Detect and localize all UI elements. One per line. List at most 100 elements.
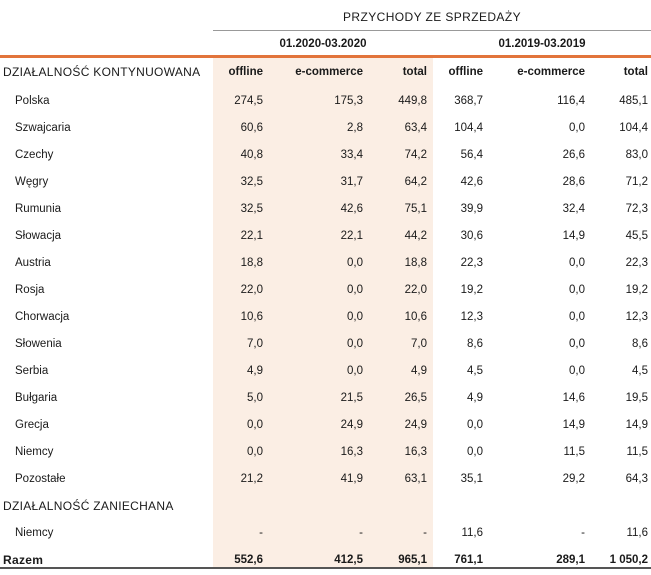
cell-total-2019: 72,3	[625, 203, 648, 215]
cell-offline-2019: 761,1	[454, 554, 483, 566]
cell-offline-2019: 22,3	[460, 257, 483, 269]
cell-total-2020: 4,9	[411, 365, 427, 377]
table-row: Niemcy - - - 11,6 - 11,6	[0, 520, 651, 547]
row-label: Austria	[15, 257, 51, 269]
table-row: Bułgaria 5,0 21,5 26,5 4,9 14,6 19,5	[0, 385, 651, 412]
table-row: Szwajcaria 60,6 2,8 63,4 104,4 0,0 104,4	[0, 115, 651, 142]
cell-total-2020: 16,3	[404, 446, 427, 458]
row-label: Szwajcaria	[15, 122, 71, 134]
cell-ecommerce-2020: -	[359, 527, 363, 539]
cell-total-2020: 63,1	[404, 473, 427, 485]
row-label: Niemcy	[15, 527, 54, 539]
cell-ecommerce-2019: 0,0	[569, 122, 585, 134]
cell-total-2019: 64,3	[625, 473, 648, 485]
cell-total-2020: 449,8	[398, 95, 427, 107]
row-label: Węgry	[15, 176, 49, 188]
table-row: Niemcy 0,0 16,3 16,3 0,0 11,5 11,5	[0, 439, 651, 466]
table-row: Węgry 32,5 31,7 64,2 42,6 28,6 71,2	[0, 169, 651, 196]
cell-ecommerce-2019: 289,1	[556, 554, 585, 566]
cell-offline-2019: 8,6	[467, 338, 483, 350]
cell-ecommerce-2020: 0,0	[347, 311, 363, 323]
cell-offline-2020: 22,0	[240, 284, 263, 296]
cell-ecommerce-2020: 42,6	[340, 203, 363, 215]
cell-offline-2020: 32,5	[240, 203, 263, 215]
cell-ecommerce-2020: 24,9	[340, 419, 363, 431]
cell-offline-2020: 22,1	[240, 230, 263, 242]
cell-ecommerce-2019: 32,4	[562, 203, 585, 215]
period-2020-header: 01.2020-03.2020	[279, 38, 367, 50]
cell-total-2019: 11,6	[626, 527, 648, 539]
cell-ecommerce-2020: 0,0	[347, 365, 363, 377]
cell-offline-2019: 4,5	[467, 365, 483, 377]
col-offline-2019: offline	[448, 66, 484, 78]
table-row: Czechy 40,8 33,4 74,2 56,4 26,6 83,0	[0, 142, 651, 169]
cell-ecommerce-2019: 14,6	[562, 392, 585, 404]
cell-ecommerce-2020: 33,4	[340, 149, 363, 161]
cell-total-2020: 44,2	[404, 230, 427, 242]
cell-offline-2020: 0,0	[247, 419, 263, 431]
cell-offline-2019: 30,6	[460, 230, 483, 242]
cell-offline-2019: 19,2	[460, 284, 483, 296]
col-ecommerce-2019: e-commerce	[517, 66, 585, 78]
cell-offline-2019: 4,9	[467, 392, 483, 404]
col-ecommerce-2020: e-commerce	[295, 66, 363, 78]
table-row: Rumunia 32,5 42,6 75,1 39,9 32,4 72,3	[0, 196, 651, 223]
cell-offline-2020: 18,8	[240, 257, 263, 269]
highlight-2020-columns	[213, 57, 433, 568]
cell-ecommerce-2020: 412,5	[334, 554, 363, 566]
cell-total-2019: 19,2	[625, 284, 648, 296]
cell-total-2020: 7,0	[411, 338, 427, 350]
cell-ecommerce-2020: 21,5	[340, 392, 363, 404]
col-offline-2020: offline	[228, 66, 264, 78]
cell-total-2019: 485,1	[619, 95, 648, 107]
cell-total-2019: 11,5	[626, 446, 648, 458]
section-discontinued-row: DZIAŁALNOŚĆ ZANIECHANA	[0, 493, 651, 520]
cell-offline-2020: 552,6	[234, 554, 263, 566]
cell-offline-2019: 35,1	[460, 473, 483, 485]
cell-offline-2020: 4,9	[247, 365, 263, 377]
cell-offline-2020: 10,6	[240, 311, 263, 323]
cell-ecommerce-2020: 22,1	[340, 230, 363, 242]
row-label: Rumunia	[15, 203, 62, 215]
section-continued-label: DZIAŁALNOŚĆ KONTYNUOWANA	[3, 65, 201, 79]
column-header-row: DZIAŁALNOŚĆ KONTYNUOWANA offline e-comme…	[0, 59, 651, 86]
table-row: Austria 18,8 0,0 18,8 22,3 0,0 22,3	[0, 250, 651, 277]
col-total-2020: total	[402, 66, 427, 78]
cell-total-2020: 63,4	[404, 122, 427, 134]
row-label: Słowacja	[15, 230, 62, 242]
cell-offline-2020: 274,5	[234, 95, 263, 107]
cell-ecommerce-2019: 116,4	[557, 95, 585, 107]
row-label: Polska	[15, 95, 50, 107]
cell-ecommerce-2020: 31,7	[340, 176, 363, 188]
cell-total-2019: 19,5	[625, 392, 648, 404]
header-divider	[213, 30, 651, 31]
cell-ecommerce-2019: 14,9	[562, 419, 585, 431]
row-label: Chorwacja	[15, 311, 70, 323]
cell-offline-2019: 42,6	[460, 176, 483, 188]
cell-offline-2019: 12,3	[460, 311, 483, 323]
table-row: Polska 274,5 175,3 449,8 368,7 116,4 485,1	[0, 88, 651, 115]
cell-ecommerce-2019: 29,2	[562, 473, 585, 485]
cell-offline-2019: 11,6	[461, 527, 483, 539]
table-title: PRZYCHODY ZE SPRZEDAŻY	[343, 10, 521, 24]
cell-offline-2020: 0,0	[247, 446, 263, 458]
table-row: Rosja 22,0 0,0 22,0 19,2 0,0 19,2	[0, 277, 651, 304]
cell-offline-2019: 368,7	[454, 95, 483, 107]
cell-total-2020: 18,8	[404, 257, 427, 269]
cell-total-2020: 24,9	[404, 419, 427, 431]
cell-total-2020: 22,0	[404, 284, 427, 296]
row-label: Niemcy	[15, 446, 54, 458]
cell-ecommerce-2019: 0,0	[569, 311, 585, 323]
row-label: Rosja	[15, 284, 45, 296]
table-row: Słowenia 7,0 0,0 7,0 8,6 0,0 8,6	[0, 331, 651, 358]
cell-total-2020: 965,1	[398, 554, 427, 566]
cell-offline-2020: 5,0	[247, 392, 263, 404]
row-label: Serbia	[15, 365, 49, 377]
cell-ecommerce-2020: 16,3	[340, 446, 363, 458]
cell-offline-2020: 32,5	[240, 176, 263, 188]
cell-total-2020: 64,2	[404, 176, 427, 188]
cell-ecommerce-2020: 0,0	[347, 338, 363, 350]
table-row: Słowacja 22,1 22,1 44,2 30,6 14,9 45,5	[0, 223, 651, 250]
cell-offline-2019: 56,4	[460, 149, 483, 161]
bottom-divider	[0, 567, 651, 569]
